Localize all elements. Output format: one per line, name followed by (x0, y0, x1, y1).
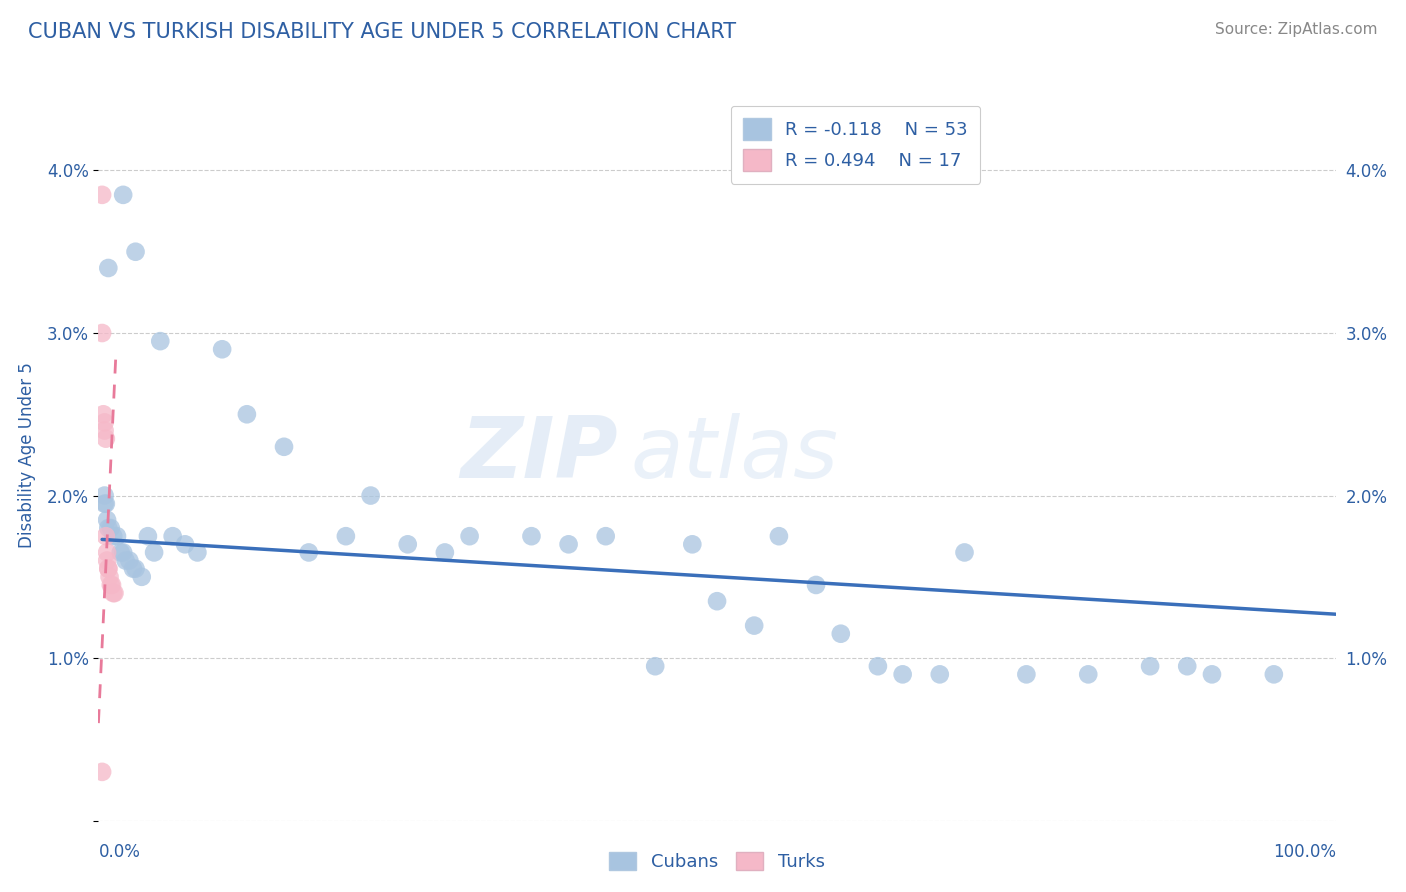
Point (93, 424, 115, 438)
Point (96, 545, 118, 559)
Legend: Cubans, Turks: Cubans, Turks (602, 845, 832, 879)
Point (93, 416, 115, 430)
Point (891, 667, 914, 681)
Point (1139, 659, 1161, 673)
Point (335, 529, 357, 543)
Point (100, 521, 122, 535)
Point (211, 343, 233, 357)
Point (1201, 667, 1223, 681)
Point (236, 407, 259, 421)
Point (131, 570, 153, 584)
Point (149, 334, 172, 348)
Point (118, 553, 141, 567)
Text: CUBAN VS TURKISH DISABILITY AGE UNDER 5 CORRELATION CHART: CUBAN VS TURKISH DISABILITY AGE UNDER 5 … (28, 22, 737, 42)
Point (143, 545, 166, 559)
Point (396, 537, 419, 551)
Point (96, 513, 118, 527)
Point (433, 545, 456, 559)
Point (162, 529, 184, 543)
Point (96, 553, 118, 567)
Text: Source: ZipAtlas.com: Source: ZipAtlas.com (1215, 22, 1378, 37)
Legend: R = -0.118    N = 53, R = 0.494    N = 17: R = -0.118 N = 53, R = 0.494 N = 17 (731, 105, 980, 184)
Point (103, 529, 125, 543)
Point (100, 578, 122, 592)
Point (112, 545, 135, 559)
Point (1015, 667, 1038, 681)
Point (298, 545, 321, 559)
Point (360, 489, 382, 503)
Point (91, 326, 114, 340)
Point (101, 578, 124, 592)
Point (91, 187, 114, 202)
Point (97, 260, 120, 275)
Point (928, 667, 950, 681)
Point (830, 626, 852, 640)
Point (1263, 667, 1285, 681)
Point (1175, 659, 1198, 673)
Point (742, 618, 765, 632)
Point (174, 537, 197, 551)
Point (97, 562, 120, 576)
Point (110, 545, 132, 559)
Point (103, 586, 125, 600)
Point (557, 537, 579, 551)
Text: 0.0%: 0.0% (98, 843, 141, 861)
Point (124, 562, 146, 576)
Point (186, 545, 208, 559)
Point (93, 407, 115, 421)
Point (866, 659, 889, 673)
Point (1077, 667, 1099, 681)
Point (97, 562, 120, 576)
Point (105, 529, 128, 543)
Point (520, 529, 543, 543)
Point (103, 586, 125, 600)
Point (644, 659, 666, 673)
Point (136, 529, 159, 543)
Point (804, 578, 827, 592)
Point (94, 529, 117, 543)
Point (93, 489, 115, 503)
Point (98, 570, 121, 584)
Point (124, 244, 146, 259)
Y-axis label: Disability Age Under 5: Disability Age Under 5 (18, 362, 35, 548)
Text: atlas: atlas (630, 413, 838, 497)
Point (112, 187, 135, 202)
Point (706, 594, 728, 608)
Point (458, 529, 481, 543)
Point (94, 432, 117, 446)
Point (595, 529, 617, 543)
Point (97, 521, 120, 535)
Point (681, 537, 703, 551)
Point (953, 545, 976, 559)
Point (91, 764, 114, 779)
Text: 100.0%: 100.0% (1272, 843, 1336, 861)
Point (93, 497, 115, 511)
Point (768, 529, 790, 543)
Point (94, 497, 117, 511)
Point (122, 562, 145, 576)
Point (114, 553, 136, 567)
Point (273, 440, 295, 454)
Text: ZIP: ZIP (460, 413, 619, 497)
